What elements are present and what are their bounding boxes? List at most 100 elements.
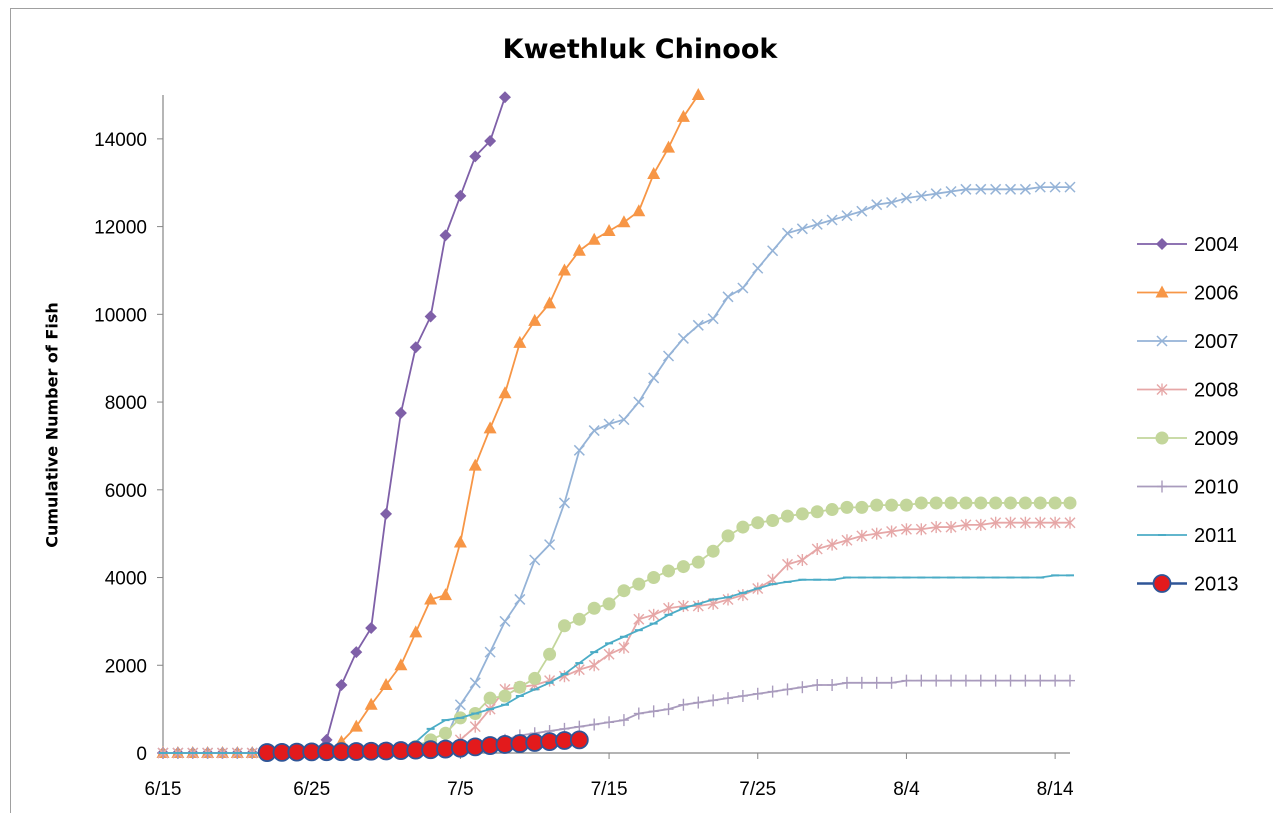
star-point — [856, 529, 868, 542]
plus-point — [648, 705, 659, 718]
x-stroke — [484, 646, 496, 658]
plus-point — [1035, 674, 1046, 687]
circle-point — [483, 691, 497, 705]
x-point — [663, 350, 675, 362]
x-point — [692, 319, 704, 331]
x-stroke — [499, 615, 511, 627]
x-point — [1049, 181, 1061, 193]
circle-point — [647, 571, 661, 585]
x-stroke — [618, 414, 630, 426]
circle-point — [1033, 496, 1047, 510]
series-line-2008 — [163, 521, 1070, 754]
series-2004 — [157, 91, 511, 759]
diamond-point — [439, 229, 452, 242]
plus-point — [931, 674, 942, 687]
circle-point — [914, 496, 928, 510]
x-stroke — [781, 227, 794, 239]
x-point — [603, 418, 615, 430]
star-point — [737, 589, 749, 602]
x-stroke — [588, 425, 600, 437]
legend-label: 2007 — [1194, 331, 1239, 353]
circle-point — [439, 726, 453, 740]
star-point — [900, 523, 912, 536]
star-point — [1156, 383, 1168, 396]
x-stroke — [514, 593, 526, 605]
x-stroke — [677, 332, 689, 344]
x-point — [499, 615, 511, 627]
legend-item-2011: 2011 — [1137, 525, 1237, 547]
y-tick-label: 14000 — [94, 130, 147, 151]
circle-point — [989, 496, 1003, 510]
circle-point — [870, 498, 884, 512]
star-point — [469, 720, 481, 733]
x-point — [945, 185, 957, 198]
x-stroke — [529, 554, 541, 566]
plus-point — [1050, 674, 1061, 687]
triangle-point — [676, 109, 690, 122]
x-stroke — [1004, 183, 1017, 195]
triangle-point — [557, 263, 571, 276]
plus-point — [1005, 674, 1016, 687]
circle-point — [572, 612, 586, 626]
legend-label: 2013 — [1194, 574, 1239, 596]
x-tick-label: 6/15 — [145, 779, 182, 800]
star-point — [975, 518, 987, 531]
series-line-2011 — [163, 574, 1070, 754]
y-tick-label: 10000 — [94, 305, 147, 326]
diamond-point — [498, 91, 511, 104]
series-line-2004 — [163, 96, 506, 754]
y-tick-label: 6000 — [105, 481, 147, 502]
triangle-point — [617, 215, 631, 228]
star-point — [1034, 516, 1046, 529]
star-point — [871, 527, 883, 540]
plus-point — [737, 689, 748, 702]
plus-point — [604, 716, 615, 729]
x-point — [915, 190, 927, 202]
circle-point — [885, 498, 899, 512]
x-point — [677, 332, 689, 344]
circle-point — [557, 619, 571, 633]
x-stroke — [633, 396, 645, 408]
triangle-point — [602, 223, 616, 236]
star-point — [1005, 516, 1017, 529]
y-tick-label: 12000 — [94, 218, 147, 239]
triangle-point — [439, 588, 453, 601]
legend-item-2010: 2010 — [1137, 477, 1239, 499]
series-layer — [156, 88, 1077, 762]
plus-point — [633, 707, 644, 720]
x-stroke — [1019, 183, 1031, 195]
circle-point — [1063, 496, 1077, 510]
plus-point — [663, 703, 674, 716]
x-point — [767, 245, 779, 257]
series-2008 — [157, 516, 1076, 759]
triangle-point — [498, 386, 512, 399]
x-stroke — [915, 190, 927, 202]
x-stroke — [648, 372, 660, 384]
diamond-point — [424, 310, 437, 323]
circle-point — [1018, 496, 1032, 510]
triangle-point — [364, 697, 378, 710]
plus-point — [841, 676, 852, 689]
plus-point — [946, 674, 957, 687]
x-point — [588, 425, 600, 437]
x-point — [707, 313, 719, 325]
x-stroke — [1034, 181, 1046, 193]
diamond-point — [335, 679, 348, 692]
circle-point — [528, 671, 542, 685]
triangle-point — [453, 535, 467, 548]
x-point — [618, 414, 630, 426]
legend-label: 2011 — [1194, 525, 1237, 547]
circle-point — [855, 500, 869, 514]
circle-point — [899, 498, 913, 512]
circle-point — [780, 509, 794, 523]
star-point — [796, 553, 808, 566]
x-point — [484, 646, 496, 658]
x-point — [752, 262, 764, 274]
x-stroke — [454, 699, 466, 711]
legend-item-2008: 2008 — [1137, 380, 1239, 402]
x-tick-label: 8/4 — [893, 779, 920, 800]
plus-point — [886, 676, 897, 689]
triangle-point — [632, 204, 646, 217]
x-stroke — [469, 677, 481, 689]
big-circle-point — [569, 730, 589, 750]
